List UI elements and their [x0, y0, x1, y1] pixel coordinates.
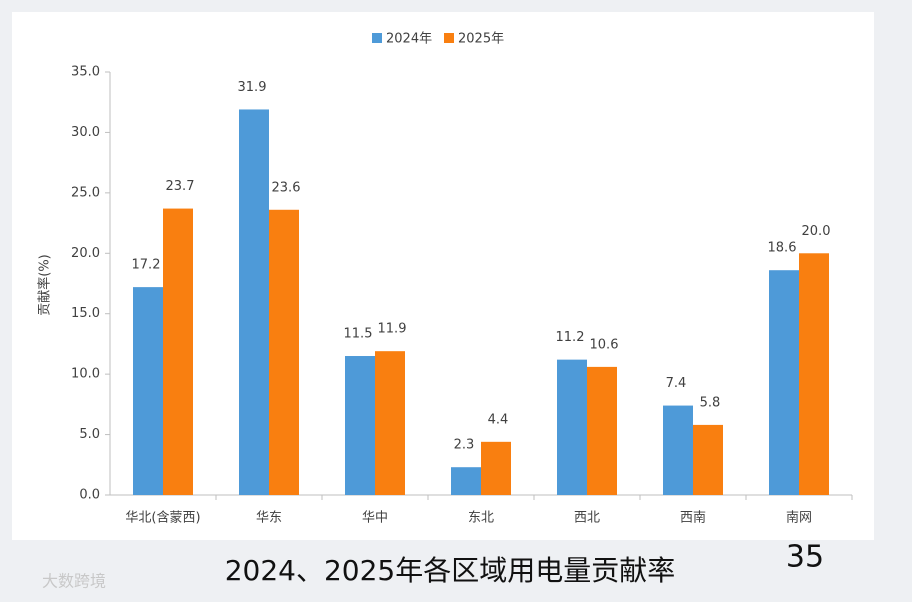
y-tick-label: 5.0: [79, 427, 100, 442]
value-label: 7.4: [666, 376, 687, 391]
value-label: 18.6: [768, 241, 797, 256]
y-tick-label: 25.0: [71, 185, 100, 200]
value-label: 17.2: [132, 258, 161, 273]
y-tick-label: 35.0: [71, 65, 100, 80]
value-label: 5.8: [700, 395, 721, 410]
x-tick-label: 华中: [362, 511, 388, 526]
legend-label: 2024年: [386, 32, 432, 47]
y-tick-label: 20.0: [71, 246, 100, 261]
y-tick-label: 15.0: [71, 306, 100, 321]
bar: [587, 366, 617, 495]
bar: [799, 253, 829, 495]
bar: [663, 405, 693, 495]
slide-title: 2024、2025年各区域用电量贡献率: [225, 554, 676, 587]
bar: [239, 109, 269, 496]
watermark: 大数跨境: [42, 572, 106, 591]
bar: [451, 467, 481, 495]
legend-swatch: [444, 33, 454, 43]
x-tick-label: 东北: [468, 511, 494, 526]
value-label: 23.6: [272, 180, 301, 195]
value-label: 4.4: [488, 412, 509, 427]
value-label: 20.0: [802, 224, 831, 239]
x-tick-label: 南网: [786, 510, 812, 526]
value-label: 11.5: [344, 327, 373, 342]
bar: [269, 209, 299, 495]
y-axis-label: 贡献率(%): [37, 254, 53, 316]
y-tick-label: 10.0: [71, 367, 100, 382]
x-tick-label: 华北(含蒙西): [125, 510, 200, 526]
value-label: 10.6: [590, 337, 619, 352]
bar: [163, 208, 193, 495]
bar: [481, 441, 511, 495]
legend-swatch: [372, 33, 382, 43]
bar: [769, 270, 799, 495]
x-tick-label: 西北: [574, 511, 600, 526]
bar: [557, 359, 587, 495]
legend-label: 2025年: [458, 32, 504, 47]
value-label: 31.9: [238, 80, 267, 95]
page-number: 35: [786, 540, 824, 575]
value-label: 11.2: [556, 330, 585, 345]
x-tick-label: 华东: [256, 511, 282, 526]
y-tick-label: 30.0: [71, 125, 100, 140]
x-tick-label: 西南: [680, 510, 706, 526]
value-label: 11.9: [378, 322, 407, 337]
value-label: 23.7: [166, 179, 195, 194]
value-label: 2.3: [454, 438, 475, 453]
y-tick-label: 0.0: [79, 488, 100, 503]
bar: [693, 424, 723, 495]
bar: [133, 287, 163, 495]
bar: [375, 351, 405, 495]
bar: [345, 356, 375, 495]
